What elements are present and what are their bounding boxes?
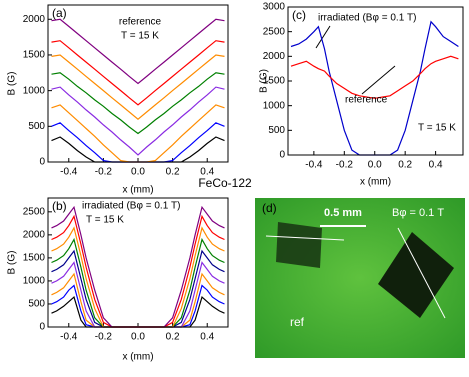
- data-line: [51, 261, 225, 328]
- y-axis-label: B (G): [259, 69, 270, 93]
- y-tick-label: 500: [28, 299, 45, 310]
- x-tick-label: 0.0: [131, 332, 145, 343]
- annotation: reference: [119, 17, 162, 28]
- figure-title: FeCo-122: [198, 176, 252, 190]
- data-line: [51, 296, 225, 328]
- data-line: [51, 272, 225, 328]
- x-tick-label: -0.4: [305, 160, 323, 171]
- panel-label: (a): [52, 6, 67, 20]
- ref-label: ref: [290, 315, 305, 329]
- profile-line: [265, 235, 345, 241]
- y-tick-label: 1500: [263, 76, 286, 87]
- data-line: [51, 284, 225, 328]
- panel-label: (b): [52, 199, 67, 213]
- x-tick-label: 0.4: [200, 167, 214, 178]
- x-tick-label: -0.4: [60, 332, 78, 343]
- x-tick-label: 0.2: [166, 167, 180, 178]
- y-tick-label: 2000: [23, 14, 46, 25]
- x-axis-label: x (mm): [360, 177, 391, 188]
- y-tick-label: 3000: [263, 2, 286, 13]
- annotation: T = 15 K: [86, 215, 124, 226]
- y-tick-label: 500: [268, 125, 285, 136]
- data-line: [51, 54, 225, 120]
- y-tick-label: 2000: [263, 51, 286, 62]
- x-tick-label: 0.0: [131, 167, 145, 178]
- x-tick-label: 0.4: [429, 160, 443, 171]
- y-tick-label: 0: [39, 322, 45, 333]
- x-tick-label: 0.4: [200, 332, 214, 343]
- data-line: [290, 55, 459, 99]
- x-tick-label: 0.2: [166, 332, 180, 343]
- data-line: [51, 122, 225, 163]
- y-axis-label: B (G): [7, 72, 18, 96]
- annotation: T = 15 K: [418, 123, 456, 134]
- annotation: irradiated (Bφ = 0.1 T): [318, 13, 416, 24]
- plot-frame: [287, 6, 464, 156]
- y-tick-label: 500: [28, 121, 45, 132]
- y-tick-label: 2500: [23, 206, 46, 217]
- annotation: irradiated (Bφ = 0.1 T): [82, 201, 180, 212]
- x-tick-label: -0.4: [60, 167, 78, 178]
- data-line: [51, 237, 225, 328]
- panel-label: (c): [292, 8, 306, 22]
- y-tick-label: 1000: [263, 100, 286, 111]
- data-line: [290, 20, 459, 156]
- y-axis-label: B (G): [7, 251, 18, 275]
- y-tick-label: 1500: [23, 50, 46, 61]
- x-tick-label: 0.2: [398, 160, 412, 171]
- scale-label: 0.5 mm: [324, 207, 362, 219]
- data-line: [51, 86, 225, 156]
- data-line: [51, 72, 225, 135]
- irradiated-sample: [378, 232, 454, 318]
- y-tick-label: 2500: [263, 26, 286, 37]
- profile-line: [397, 227, 446, 319]
- x-axis-label: x (mm): [122, 352, 153, 363]
- data-line: [51, 40, 225, 106]
- arrow: [361, 65, 396, 95]
- y-tick-label: 0: [279, 150, 285, 161]
- annotation: T = 15 K: [121, 31, 159, 42]
- reference-sample: [276, 222, 322, 268]
- panel-label: (d): [262, 201, 277, 215]
- x-tick-label: -0.2: [95, 167, 113, 178]
- y-tick-label: 2000: [23, 229, 46, 240]
- y-tick-label: 1000: [23, 85, 46, 96]
- arrow: [315, 25, 331, 49]
- annotation: reference: [345, 95, 388, 106]
- plot-frame: [47, 4, 229, 163]
- x-tick-label: -0.2: [95, 332, 113, 343]
- y-tick-label: 1000: [23, 276, 46, 287]
- field-label: Bφ = 0.1 T: [392, 207, 444, 219]
- y-tick-label: 1500: [23, 253, 46, 264]
- plot-frame: [47, 197, 229, 328]
- x-tick-label: -0.2: [336, 160, 354, 171]
- micrograph: (d) 0.5 mm Bφ = 0.1 T ref: [255, 198, 465, 358]
- data-line: [51, 18, 225, 85]
- x-tick-label: 0.0: [368, 160, 382, 171]
- x-axis-label: x (mm): [122, 185, 153, 196]
- y-tick-label: 0: [39, 157, 45, 168]
